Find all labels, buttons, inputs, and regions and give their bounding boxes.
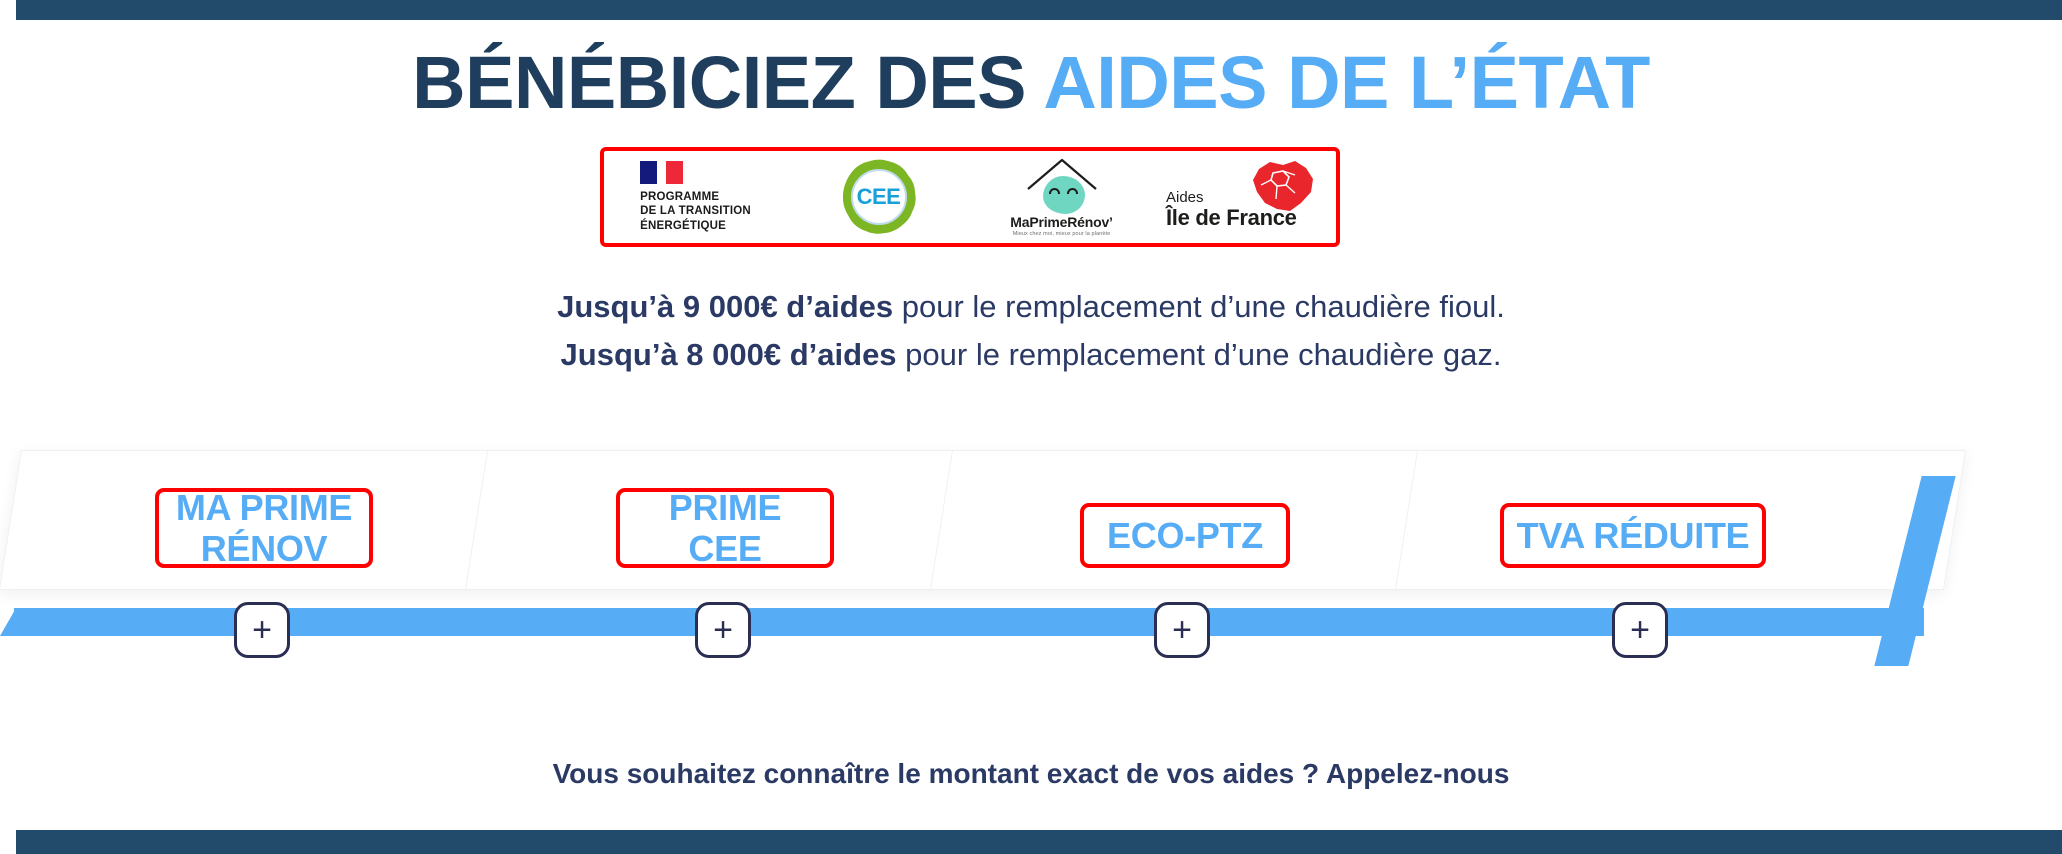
aid-amount-line: Jusqu’à 8 000€ d’aides pour le remplacem… (0, 331, 2062, 379)
logo-aides-ile-de-france: Aides Île de France (1153, 151, 1336, 243)
aid-badge-tva-reduite[interactable]: TVA RÉDUITE (1500, 503, 1766, 568)
aid-badge-ma-prime-renov[interactable]: MA PRIME RÉNOV (155, 486, 373, 569)
aid-types-ribbon: MA PRIME RÉNOV PRIME CEE ECO-PTZ TVA RÉD… (0, 440, 2062, 666)
aid-badge-line1: PRIME (668, 486, 782, 528)
aid-badge-eco-ptz[interactable]: ECO-PTZ (1080, 503, 1290, 568)
logo-cee: CEE (787, 147, 970, 247)
logo-programme-transition-energetique: PROGRAMME DE LA TRANSITION ÉNERGÉTIQUE (604, 151, 787, 243)
page-title-dark-part: BÉNÉBICIEZ DES (412, 41, 1027, 124)
aid-badge-line1: MA PRIME (175, 486, 353, 528)
partner-logo-strip: PROGRAMME DE LA TRANSITION ÉNERGÉTIQUE C… (600, 147, 1340, 247)
page-title-light-part: AIDES DE L’ÉTAT (1043, 41, 1650, 124)
house-roof-icon (1026, 158, 1097, 190)
ribbon-blue-bar (0, 608, 1924, 636)
ribbon-divider (464, 451, 488, 591)
top-accent-bar (16, 0, 2062, 20)
bottom-accent-bar (16, 830, 2062, 854)
page-title: BÉNÉBICIEZ DES AIDES DE L’ÉTAT (0, 42, 2062, 123)
aid-badge-line2: RÉNOV (200, 528, 328, 569)
smiling-eye-right-icon (1066, 188, 1078, 194)
ribbon-divider (1394, 451, 1418, 591)
aid-amount-strong: Jusqu’à 9 000€ d’aides (557, 289, 894, 324)
logo-maprimerenov-tagline: Mieux chez moi, mieux pour la planète (1012, 231, 1111, 237)
logo-programme-line2: DE LA TRANSITION (640, 205, 751, 218)
expand-button-ma-prime-renov[interactable]: + (234, 602, 290, 658)
expand-button-prime-cee[interactable]: + (695, 602, 751, 658)
french-flag-icon (640, 161, 684, 185)
aid-badge-line1: TVA RÉDUITE (1516, 514, 1750, 556)
maprimerenov-face-icon (1042, 176, 1085, 214)
aid-amount-rest: pour le remplacement d’une chaudière fio… (893, 289, 1505, 324)
logo-maprimerenov-name: MaPrimeRénov’ (1010, 214, 1113, 230)
ribbon-divider (929, 451, 953, 591)
plus-icon: + (1172, 611, 1192, 649)
ile-de-france-map-icon (1253, 161, 1313, 211)
logo-idf-line2: Île de France (1166, 205, 1297, 230)
plus-icon: + (713, 611, 733, 649)
logo-idf-line1: Aides (1166, 189, 1204, 206)
aid-badge-prime-cee[interactable]: PRIME CEE (616, 486, 834, 569)
logo-programme-line3: ÉNERGÉTIQUE (640, 219, 727, 232)
plus-icon: + (252, 611, 272, 649)
logo-cee-label: CEE (856, 184, 901, 209)
logo-programme-line1: PROGRAMME (640, 191, 720, 204)
smiling-eye-left-icon (1048, 188, 1060, 194)
contact-cta-text: Vous souhaitez connaître le montant exac… (552, 758, 1510, 789)
expand-button-tva-reduite[interactable]: + (1612, 602, 1668, 658)
aid-amount-strong: Jusqu’à 8 000€ d’aides (560, 337, 897, 373)
plus-icon: + (1630, 611, 1650, 649)
expand-button-eco-ptz[interactable]: + (1154, 602, 1210, 658)
aid-badge-line1: ECO-PTZ (1107, 514, 1263, 556)
aid-amount-rest: pour le remplacement d’une chaudière gaz… (896, 337, 1502, 373)
aid-amount-lines: Jusqu’à 9 000€ d’aides pour le remplacem… (0, 283, 2062, 379)
logo-maprimerenov: MaPrimeRénov’ Mieux chez moi, mieux pour… (970, 151, 1153, 243)
aid-amount-line: Jusqu’à 9 000€ d’aides pour le remplacem… (0, 283, 2062, 331)
aid-badge-line2: CEE (688, 528, 762, 569)
cee-badge-icon: CEE (829, 147, 928, 247)
